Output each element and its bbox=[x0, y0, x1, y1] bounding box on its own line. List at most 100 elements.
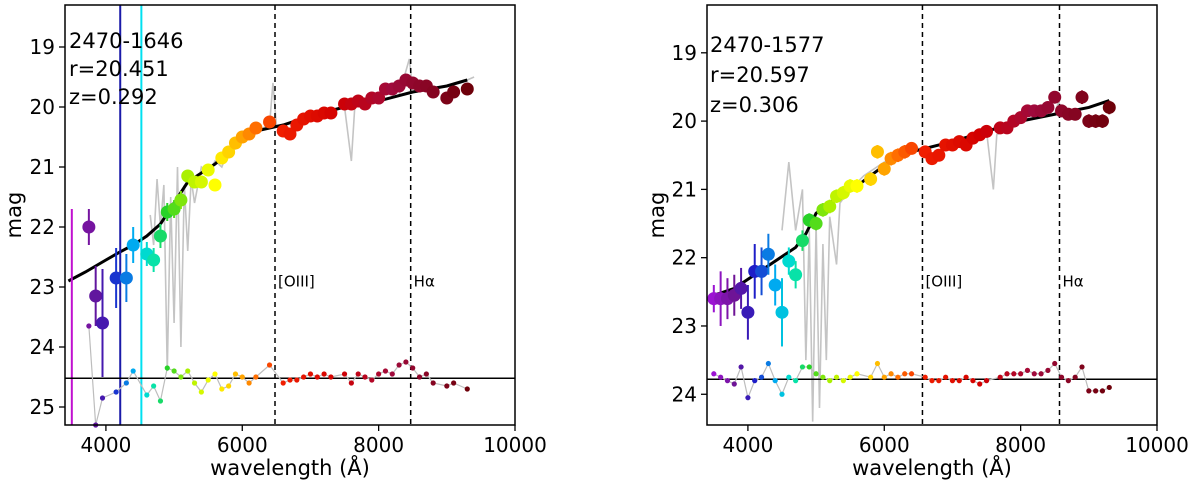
right-photometry-layer bbox=[707, 90, 1116, 347]
right-photometry-point bbox=[850, 179, 864, 193]
right-photometry-point bbox=[782, 254, 796, 268]
left-y-tick-label: 21 bbox=[30, 155, 55, 179]
right-x-axis-title: wavelength (Å) bbox=[852, 454, 1012, 480]
right-x-tick-label: 6000 bbox=[859, 433, 910, 457]
left-photometry-point bbox=[249, 121, 263, 135]
right-residual-point bbox=[895, 374, 901, 380]
right-residual-point bbox=[936, 378, 942, 384]
left-x-tick-label: 10000 bbox=[483, 433, 547, 457]
left-residual-point bbox=[348, 380, 354, 386]
right-plot-area bbox=[707, 5, 1157, 425]
left-photometry-point bbox=[201, 163, 215, 177]
right-plot-frame bbox=[706, 4, 1158, 426]
left-residual-point bbox=[86, 323, 92, 329]
left-residual-point bbox=[205, 377, 211, 383]
left-residual-point bbox=[410, 365, 416, 371]
right-residual-point bbox=[1079, 364, 1085, 370]
left-residual-point bbox=[355, 371, 361, 377]
right-y-tick-label: 22 bbox=[672, 246, 697, 270]
left-y-tick-label: 19 bbox=[30, 35, 55, 59]
right-residual-point bbox=[1031, 371, 1037, 377]
left-residual-point bbox=[185, 368, 191, 374]
left-residual-point bbox=[253, 374, 259, 380]
right-residual-point bbox=[731, 381, 737, 387]
left-photometry-point bbox=[208, 178, 222, 192]
left-residual-point bbox=[144, 392, 150, 398]
right-residual-point bbox=[929, 378, 935, 384]
left-residual-point bbox=[423, 371, 429, 377]
right-residual-point bbox=[874, 360, 881, 367]
left-residual-point bbox=[226, 383, 232, 389]
left-photometry-point bbox=[174, 193, 188, 207]
left-photometry-point bbox=[324, 106, 338, 120]
left-y-tick-label: 23 bbox=[30, 275, 55, 299]
left-residual-point bbox=[178, 374, 184, 380]
right-photometry-point bbox=[755, 264, 769, 278]
left-object-id: 2470-1646 bbox=[69, 29, 183, 53]
right-photometry-point bbox=[768, 278, 782, 292]
left-residual-point bbox=[219, 386, 225, 392]
left-residual-point bbox=[151, 383, 157, 389]
right-residual-point bbox=[854, 371, 860, 377]
left-residual-point bbox=[157, 398, 164, 404]
right-residual-point bbox=[1052, 360, 1058, 367]
left-photometry-point bbox=[426, 85, 440, 99]
right-y-tick-label: 24 bbox=[672, 382, 697, 406]
left-photometry-point bbox=[119, 271, 133, 285]
right-residual-point bbox=[1099, 388, 1106, 394]
right-photometry-point bbox=[1095, 114, 1109, 128]
right-photometry-point bbox=[864, 172, 878, 186]
right-photometry-point bbox=[795, 234, 809, 248]
right-residual-point bbox=[1004, 371, 1010, 377]
left-residual-point bbox=[287, 377, 293, 383]
left-x-tick-label: 4000 bbox=[80, 433, 131, 457]
right-photometry-point bbox=[1068, 107, 1082, 121]
right-residual-point bbox=[820, 374, 826, 380]
right-residual-point bbox=[868, 374, 874, 380]
right-photometry-point bbox=[809, 217, 823, 231]
left-filter-lines bbox=[70, 5, 143, 425]
right-residual-point bbox=[738, 364, 744, 370]
left-photometry-point bbox=[167, 202, 181, 216]
left-photometry-point bbox=[109, 271, 123, 285]
left-residual-point bbox=[430, 380, 436, 386]
left-residual-point bbox=[321, 371, 327, 377]
right-axis-ticks: 4000 6000 8000 10000 19 20 21 22 23 24 bbox=[672, 41, 1189, 457]
left-residual-point bbox=[191, 380, 198, 386]
right-photometry-point bbox=[905, 141, 919, 155]
left-residual-point bbox=[294, 377, 300, 383]
left-y-tick-label: 20 bbox=[30, 95, 55, 119]
right-emission-lines: [OIII] Hα bbox=[921, 5, 1084, 425]
right-photometry-point bbox=[761, 247, 775, 261]
left-residual-point bbox=[396, 362, 402, 368]
right-photometry-point bbox=[789, 268, 803, 282]
right-photometry-point bbox=[775, 305, 789, 319]
right-residual-point bbox=[881, 374, 887, 380]
left-photometry-point bbox=[153, 229, 167, 243]
right-residual-point bbox=[997, 374, 1003, 380]
right-emission-label-0: [OIII] bbox=[925, 272, 962, 290]
left-emission-lines: [OIII] Hα bbox=[274, 5, 435, 425]
left-plot-area bbox=[65, 5, 515, 425]
left-x-axis-title: wavelength (Å) bbox=[210, 454, 370, 480]
right-y-tick-label: 21 bbox=[672, 177, 697, 201]
left-residual-point bbox=[280, 380, 286, 386]
right-residual-point bbox=[1086, 388, 1092, 394]
left-photometry-point bbox=[96, 316, 109, 330]
right-residual-point bbox=[833, 374, 840, 380]
right-panel: [OIII] Hα 4000 6000 8000 10000 19 20 21 22 23 24 2… bbox=[645, 4, 1189, 480]
left-residual-point bbox=[403, 359, 409, 365]
right-residual-point bbox=[1018, 371, 1024, 377]
right-residual-point bbox=[765, 360, 771, 367]
right-y-tick-label: 20 bbox=[672, 109, 697, 133]
right-residual-point bbox=[711, 371, 717, 377]
left-residual-point bbox=[341, 371, 348, 377]
left-photometry-point bbox=[263, 115, 277, 129]
left-residual-point bbox=[113, 389, 119, 395]
left-residual-point bbox=[266, 362, 273, 368]
right-residual-point bbox=[1011, 371, 1017, 377]
right-residual-point bbox=[1093, 388, 1099, 394]
right-residual-point bbox=[779, 391, 785, 397]
left-photometry-layer bbox=[82, 73, 474, 377]
